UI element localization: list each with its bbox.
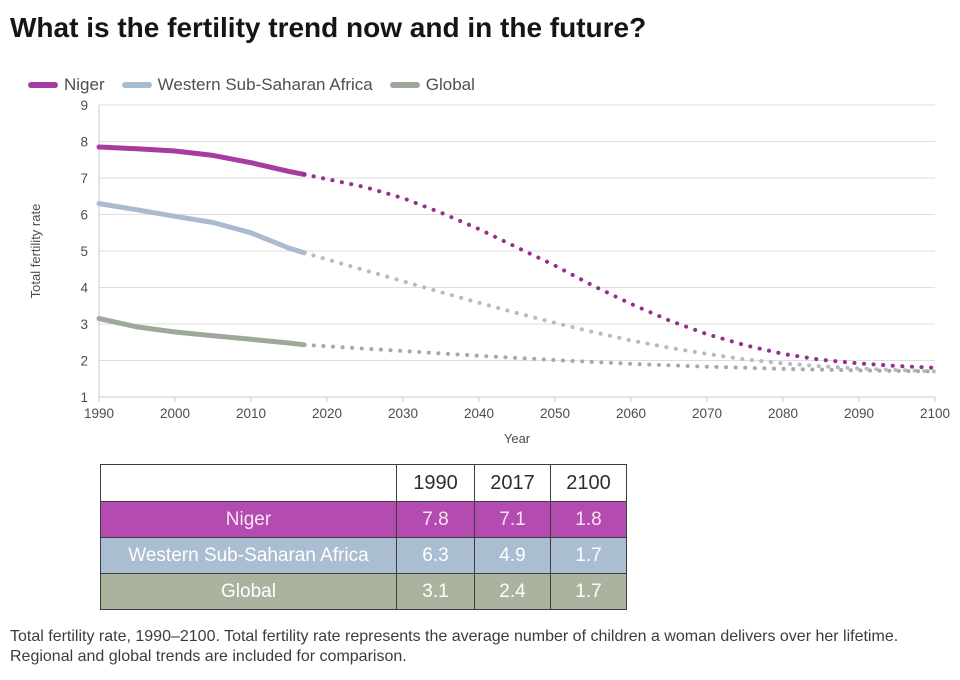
legend-item-global: Global [389,75,475,95]
table-header-2100: 2100 [550,464,627,502]
series-western-sub-saharan-africa-observed-line [96,201,307,256]
table-header-empty [100,464,397,502]
x-tick-label-2060: 2060 [616,406,646,421]
legend-item-western-sub-saharan-africa: Western Sub-Saharan Africa [121,75,373,95]
row-label: Niger [100,501,397,538]
chart-svg: 1 2 3 4 5 6 7 8 9 1990 2000 2010 2020 2030 2040 2050 206… [28,98,950,446]
legend-label-western-sub-saharan-africa: Western Sub-Saharan Africa [157,75,373,94]
x-tick-label-2090: 2090 [844,406,874,421]
legend-item-niger: Niger [28,75,105,95]
cell-value: 3.1 [396,573,475,610]
table-header-2017: 2017 [474,464,551,502]
cell-value: 1.7 [550,537,627,574]
series-global-projected-line [302,342,937,374]
x-tick-label-2030: 2030 [388,406,418,421]
cell-value: 2.4 [474,573,551,610]
cell-value: 7.8 [396,501,475,538]
x-axis-title: Year [504,431,531,446]
legend-label-niger: Niger [64,75,105,94]
table-row-niger: Niger 7.8 7.1 1.8 [100,501,627,538]
x-tick-label-2100: 2100 [920,406,950,421]
page-title: What is the fertility trend now and in t… [10,12,647,43]
cell-value: 1.8 [550,501,627,538]
x-tick-label-2070: 2070 [692,406,722,421]
y-tick-label-3: 3 [80,317,88,332]
x-tick-label-2050: 2050 [540,406,570,421]
fertility-line-chart: 1 2 3 4 5 6 7 8 9 1990 2000 2010 2020 2030 2040 2050 206… [0,95,960,457]
cell-value: 1.7 [550,573,627,610]
x-tick-label-2010: 2010 [236,406,266,421]
table-row-western-sub-saharan-africa: Western Sub-Saharan Africa 6.3 4.9 1.7 [100,537,627,574]
legend-label-global: Global [425,75,475,94]
y-tick-label-9: 9 [80,98,88,113]
row-label: Global [100,573,397,610]
cell-value: 7.1 [474,501,551,538]
y-tick-label-2: 2 [80,354,88,369]
chart-caption: Total fertility rate, 1990–2100. Total f… [10,628,899,666]
legend-swatch-western-sub-saharan-africa-icon [121,82,152,88]
x-tick-label-2080: 2080 [768,406,798,421]
series-niger-projected-line [302,172,937,370]
x-tick-label-2040: 2040 [464,406,494,421]
legend-swatch-niger-icon [28,82,58,88]
row-label: Western Sub-Saharan Africa [100,537,397,574]
table-header-row: 1990 2017 2100 [100,464,627,502]
data-table: 1990 2017 2100 Niger 7.8 7.1 1.8 Western… [100,464,627,610]
legend-swatch-global-icon [389,82,420,88]
table-row-global: Global 3.1 2.4 1.7 [100,573,627,610]
y-tick-label-1: 1 [80,390,88,405]
x-tick-label-2000: 2000 [160,406,190,421]
x-tick-label-1990: 1990 [84,406,114,421]
x-tick-label-2020: 2020 [312,406,342,421]
y-tick-label-5: 5 [80,244,88,259]
series-niger-observed-line [96,144,307,177]
y-axis-title: Total fertility rate [28,204,43,299]
table-header-1990: 1990 [396,464,475,502]
cell-value: 6.3 [396,537,475,574]
y-tick-label-8: 8 [80,135,88,150]
y-tick-label-6: 6 [80,208,88,223]
cell-value: 4.9 [474,537,551,574]
series-western-sub-saharan-africa-projected-line [302,250,937,374]
y-tick-label-4: 4 [80,281,88,296]
chart-legend: Niger Western Sub-Saharan Africa Global [28,75,475,95]
y-tick-label-7: 7 [80,171,88,186]
series-global-observed-line [96,316,307,348]
